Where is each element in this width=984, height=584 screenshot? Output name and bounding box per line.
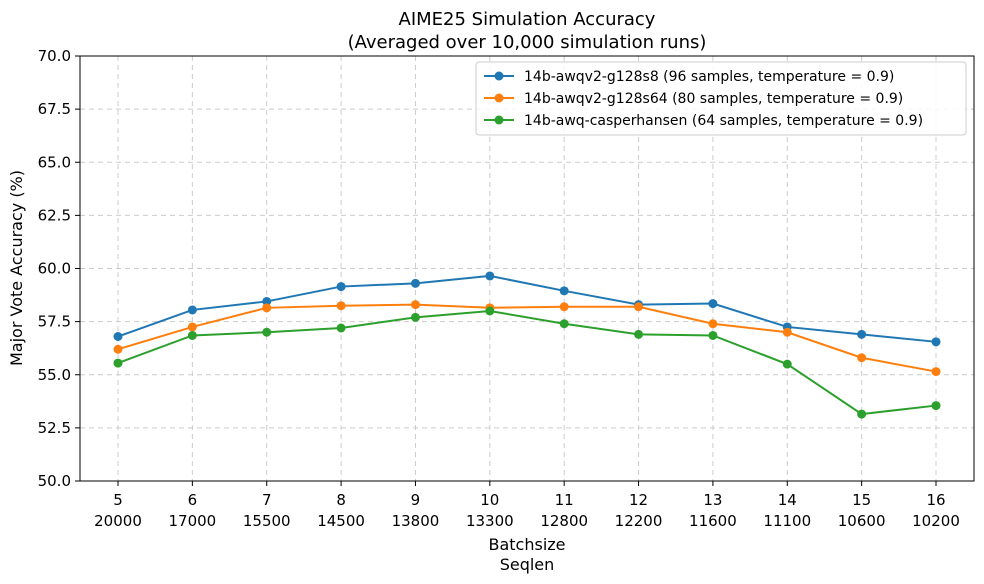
axis-ticks: 50.0 52.5 55.0 57.5 60.0 62.5 65.0 67.5 70.0 5 200… <box>38 47 960 530</box>
x-tick-label-seqlen: 17000 <box>169 512 217 530</box>
series-line <box>117 309 937 416</box>
x-tick-label-batchsize: 11 <box>555 491 574 509</box>
data-point <box>708 330 718 340</box>
legend-label: 14b-awqv2-g128s8 (96 samples, temperatur… <box>524 69 894 85</box>
data-point <box>708 319 718 329</box>
x-tick-label-batchsize: 9 <box>411 491 421 509</box>
x-tick-label-seqlen: 13300 <box>466 512 514 530</box>
data-point <box>187 305 197 315</box>
data-point <box>782 359 792 369</box>
data-point <box>559 319 569 329</box>
x-tick-label-batchsize: 7 <box>262 491 272 509</box>
x-axis-label: Batchsize <box>488 535 565 554</box>
series-0 <box>113 271 941 347</box>
series-line <box>117 303 937 373</box>
data-point <box>931 337 941 347</box>
y-tick-label: 65.0 <box>38 153 71 171</box>
y-tick-label: 67.5 <box>38 100 71 118</box>
data-point <box>857 353 867 363</box>
data-point <box>634 302 644 312</box>
x-tick-label-seqlen: 11600 <box>689 512 737 530</box>
x-tick-label-batchsize: 5 <box>113 491 123 509</box>
data-point <box>410 312 420 322</box>
data-point <box>113 358 123 368</box>
series-2 <box>113 306 941 419</box>
x-tick-label-seqlen: 20000 <box>94 512 142 530</box>
legend-item: 14b-awqv2-g128s64 (80 samples, temperatu… <box>484 91 903 107</box>
legend-swatch-marker <box>494 93 504 103</box>
x-tick-label-seqlen: 10200 <box>912 512 960 530</box>
data-point <box>485 306 495 316</box>
y-axis-label: Major Vote Accuracy (%) <box>7 170 26 366</box>
x-tick-label-batchsize: 13 <box>703 491 722 509</box>
data-point <box>857 329 867 339</box>
series-1 <box>113 300 941 377</box>
series-layer <box>113 271 941 419</box>
data-point <box>931 367 941 377</box>
x-tick-label-batchsize: 10 <box>480 491 499 509</box>
series-line <box>117 274 937 343</box>
data-point <box>262 303 272 313</box>
data-point <box>559 302 569 312</box>
x-tick-label-seqlen: 13800 <box>392 512 440 530</box>
x-tick-label-batchsize: 6 <box>188 491 198 509</box>
x-tick-label-seqlen: 12800 <box>540 512 588 530</box>
legend-box <box>475 61 967 136</box>
grid-lines <box>80 55 974 482</box>
legend-label: 14b-awqv2-g128s64 (80 samples, temperatu… <box>524 91 903 107</box>
data-point <box>857 409 867 419</box>
data-point <box>410 300 420 310</box>
plot-frame <box>79 55 975 482</box>
x-tick-label-batchsize: 12 <box>629 491 648 509</box>
data-point <box>336 323 346 333</box>
x-tick-label-seqlen: 14500 <box>317 512 365 530</box>
legend-item: 14b-awq-casperhansen (64 samples, temper… <box>484 113 923 129</box>
chart-subtitle: (Averaged over 10,000 simulation runs) <box>348 32 707 53</box>
legend-item: 14b-awqv2-g128s8 (96 samples, temperatur… <box>484 69 894 85</box>
x-tick-label-batchsize: 16 <box>926 491 945 509</box>
legend-swatch-marker <box>494 71 504 81</box>
x-tick-label-seqlen: 12200 <box>615 512 663 530</box>
data-point <box>187 322 197 332</box>
data-point <box>262 327 272 337</box>
y-tick-label: 62.5 <box>38 206 71 224</box>
chart-title: AIME25 Simulation Accuracy <box>399 9 656 30</box>
data-point <box>708 299 718 309</box>
legend-swatch-marker <box>494 115 504 125</box>
x-tick-label-batchsize: 14 <box>778 491 797 509</box>
x-tick-label-seqlen: 15500 <box>243 512 291 530</box>
data-point <box>336 282 346 292</box>
data-point <box>782 327 792 337</box>
x-axis-label-secondary: Seqlen <box>500 555 555 574</box>
y-tick-label: 55.0 <box>38 366 71 384</box>
y-tick-label: 60.0 <box>38 260 71 278</box>
legend-label: 14b-awq-casperhansen (64 samples, temper… <box>524 113 923 129</box>
x-tick-label-batchsize: 8 <box>336 491 346 509</box>
data-point <box>113 332 123 341</box>
x-tick-label-seqlen: 10600 <box>838 512 886 530</box>
data-point <box>634 329 644 339</box>
data-point <box>336 301 346 311</box>
data-point <box>485 271 495 281</box>
y-tick-label: 50.0 <box>38 472 71 490</box>
data-point <box>931 401 941 411</box>
x-tick-label-seqlen: 11100 <box>763 512 811 530</box>
data-point <box>187 330 197 340</box>
x-tick-label-batchsize: 15 <box>852 491 871 509</box>
y-tick-label: 57.5 <box>38 313 71 331</box>
data-point <box>559 286 569 296</box>
data-point <box>410 278 420 288</box>
y-tick-label: 70.0 <box>38 47 71 65</box>
data-point <box>113 344 123 354</box>
data-point <box>262 296 272 306</box>
y-tick-label: 52.5 <box>38 419 71 437</box>
legend: 14b-awqv2-g128s8 (96 samples, temperatur… <box>475 61 967 136</box>
